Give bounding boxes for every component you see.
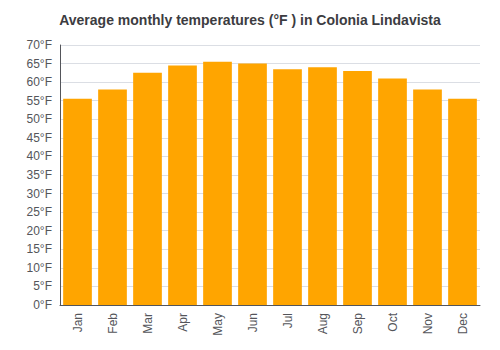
svg-text:Feb: Feb: [106, 313, 120, 334]
svg-text:50°F: 50°F: [27, 112, 52, 126]
svg-text:Average monthly temperatures (: Average monthly temperatures (°F ) in Co…: [59, 12, 441, 28]
svg-text:45°F: 45°F: [27, 131, 52, 145]
svg-text:Nov: Nov: [421, 313, 435, 334]
svg-text:55°F: 55°F: [27, 94, 52, 108]
svg-text:0°F: 0°F: [33, 298, 52, 312]
svg-text:70°F: 70°F: [27, 38, 52, 52]
svg-text:Oct: Oct: [386, 312, 400, 331]
svg-text:Jul: Jul: [281, 313, 295, 328]
svg-text:5°F: 5°F: [33, 279, 52, 293]
svg-text:15°F: 15°F: [27, 242, 52, 256]
svg-text:25°F: 25°F: [27, 205, 52, 219]
svg-text:20°F: 20°F: [27, 224, 52, 238]
svg-text:Apr: Apr: [176, 313, 190, 332]
svg-text:Aug: Aug: [316, 313, 330, 334]
svg-text:65°F: 65°F: [27, 57, 52, 71]
svg-text:Jun: Jun: [246, 313, 260, 332]
svg-text:May: May: [211, 313, 225, 336]
svg-text:Sep: Sep: [351, 313, 365, 335]
svg-text:10°F: 10°F: [27, 261, 52, 275]
svg-text:30°F: 30°F: [27, 187, 52, 201]
svg-text:Mar: Mar: [141, 313, 155, 334]
svg-text:40°F: 40°F: [27, 149, 52, 163]
svg-text:35°F: 35°F: [27, 168, 52, 182]
svg-text:Dec: Dec: [456, 313, 470, 334]
svg-text:Jan: Jan: [71, 313, 85, 332]
svg-text:60°F: 60°F: [27, 75, 52, 89]
